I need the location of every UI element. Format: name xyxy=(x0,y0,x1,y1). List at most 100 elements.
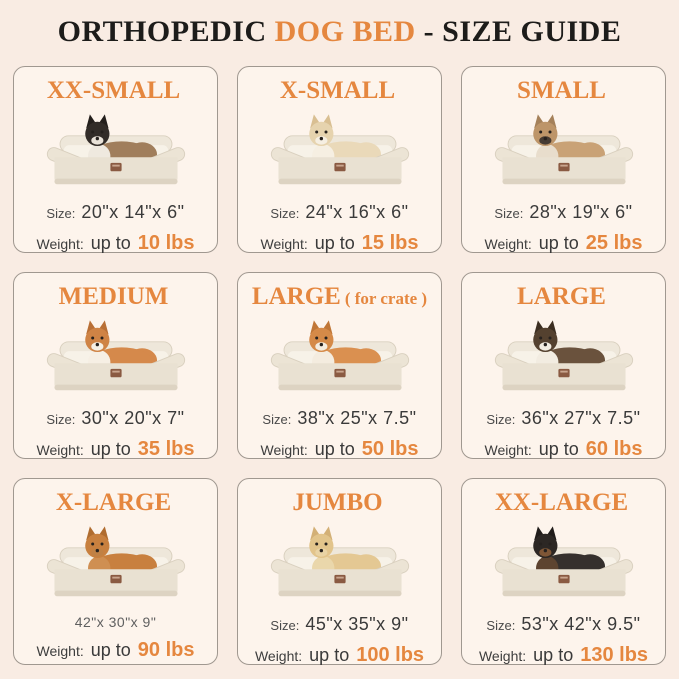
size-name: MEDIUM xyxy=(58,283,169,310)
size-name: XX-SMALL xyxy=(46,77,181,104)
french-bulldog-on-bed-illustration xyxy=(494,113,633,184)
corgi-on-bed-illustration xyxy=(46,319,185,390)
weight-prefix: up to xyxy=(90,639,131,660)
weight-label: Weight: xyxy=(254,647,303,664)
weight-line: Weight: up to 100 lbs xyxy=(255,644,424,667)
size-name-heading: LARGE xyxy=(517,283,610,311)
dog-bed-photo xyxy=(468,105,659,202)
size-label: Size: xyxy=(494,205,524,221)
title-part1: ORTHOPEDIC xyxy=(57,15,275,48)
weight-label: Weight: xyxy=(260,235,308,252)
small-fluffy-dog-on-bed-illustration xyxy=(270,113,409,184)
page-title: ORTHOPEDIC DOG BED - SIZE GUIDE xyxy=(0,0,679,64)
size-name-heading: X-LARGE xyxy=(56,489,175,517)
weight-prefix: up to xyxy=(538,438,579,459)
size-label: Size: xyxy=(270,205,300,221)
weight-prefix: up to xyxy=(533,644,574,665)
weight-value: 15 lbs xyxy=(361,231,419,254)
golden-retriever-on-bed-illustration xyxy=(46,525,185,596)
size-guide-cell: X-LARGE 42"x 30"x 9" Weight: up to 90 lb… xyxy=(13,478,218,665)
dog-bed-photo xyxy=(244,105,435,202)
size-name-heading: XX-SMALL xyxy=(47,77,184,105)
weight-line: Weight: up to 10 lbs xyxy=(37,232,195,255)
size-name: X-LARGE xyxy=(55,489,172,516)
dog-bed-photo xyxy=(20,517,211,614)
weight-line: Weight: up to 90 lbs xyxy=(37,639,195,662)
weight-label: Weight: xyxy=(36,235,84,252)
size-name-heading: JUMBO xyxy=(292,489,386,517)
dog-bed-photo xyxy=(244,517,435,614)
weight-value: 130 lbs xyxy=(580,643,649,666)
size-value: 42"x 30"x 9" xyxy=(74,613,157,630)
size-guide-cell: JUMBO Size: 45"x 35"x 9" Weight: up to 1… xyxy=(237,478,442,667)
size-value: 20"x 14"x 6" xyxy=(81,201,185,222)
size-name-heading: MEDIUM xyxy=(59,283,173,311)
size-label: Size: xyxy=(486,411,516,427)
size-value: 45"x 35"x 9" xyxy=(305,613,409,634)
size-value: 30"x 20"x 7" xyxy=(81,407,185,428)
size-label: Size: xyxy=(270,617,300,633)
cat-on-bed-illustration xyxy=(46,113,185,184)
weight-value: 90 lbs xyxy=(137,638,195,661)
size-value: 53"x 42"x 9.5" xyxy=(521,613,641,634)
size-label: Size: xyxy=(486,617,516,633)
size-name-suffix: ( for crate ) xyxy=(344,289,428,308)
size-name: X-SMALL xyxy=(279,77,396,104)
size-name-heading: SMALL xyxy=(517,77,610,105)
size-guide-cell: MEDIUM Size: 30"x 20"x 7" Weight: up to … xyxy=(13,272,218,460)
size-line: Size: 36"x 27"x 7.5" xyxy=(486,408,640,429)
size-guide-cell: XX-SMALL Size: 20"x 14"x 6" Weight: up t… xyxy=(13,66,218,255)
weight-label: Weight: xyxy=(36,441,84,458)
weight-label: Weight: xyxy=(484,441,532,458)
weight-line: Weight: up to 130 lbs xyxy=(479,644,648,667)
weight-value: 25 lbs xyxy=(585,231,643,254)
size-line: 42"x 30"x 9" xyxy=(75,614,157,630)
border-collie-on-bed-illustration xyxy=(494,319,633,390)
yellow-labrador-on-bed-illustration xyxy=(270,525,409,596)
weight-prefix: up to xyxy=(314,232,355,253)
weight-label: Weight: xyxy=(484,235,532,252)
weight-label: Weight: xyxy=(36,642,84,659)
size-value: 24"x 16"x 6" xyxy=(305,201,409,222)
weight-line: Weight: up to 60 lbs xyxy=(485,438,643,461)
weight-prefix: up to xyxy=(538,232,579,253)
weight-prefix: up to xyxy=(90,438,131,459)
size-line: Size: 28"x 19"x 6" xyxy=(494,202,632,223)
size-name-heading: LARGE ( for crate ) xyxy=(252,283,427,311)
weight-label: Weight: xyxy=(478,647,527,664)
weight-line: Weight: up to 50 lbs xyxy=(261,438,419,461)
size-label: Size: xyxy=(46,205,76,221)
weight-line: Weight: up to 25 lbs xyxy=(485,232,643,255)
weight-prefix: up to xyxy=(309,644,350,665)
weight-value: 60 lbs xyxy=(585,437,643,460)
size-guide-cell: LARGE ( for crate ) Size: 38"x 25"x 7.5"… xyxy=(237,272,442,461)
size-value: 36"x 27"x 7.5" xyxy=(521,407,641,428)
size-line: Size: 20"x 14"x 6" xyxy=(46,202,184,223)
size-name: SMALL xyxy=(517,77,606,104)
size-label: Size: xyxy=(46,411,76,427)
size-name: JUMBO xyxy=(292,489,383,516)
size-name: XX-LARGE xyxy=(494,489,629,516)
size-name-heading: X-SMALL xyxy=(280,77,399,105)
weight-value: 35 lbs xyxy=(137,437,195,460)
size-value: 38"x 25"x 7.5" xyxy=(297,407,417,428)
size-value: 28"x 19"x 6" xyxy=(529,201,633,222)
dog-bed-photo xyxy=(20,105,211,202)
size-label: Size: xyxy=(262,411,292,427)
weight-line: Weight: up to 15 lbs xyxy=(261,232,419,255)
weight-prefix: up to xyxy=(314,438,355,459)
rottweiler-on-bed-illustration xyxy=(494,525,633,596)
dog-bed-photo xyxy=(468,517,659,614)
size-guide-cell: X-SMALL Size: 24"x 16"x 6" Weight: up to… xyxy=(237,66,442,255)
dog-bed-photo xyxy=(244,311,435,408)
size-guide-cell: LARGE Size: 36"x 27"x 7.5" Weight: up to… xyxy=(461,272,666,461)
shiba-inu-on-bed-illustration xyxy=(270,319,409,390)
dog-bed-photo xyxy=(20,311,211,408)
size-line: Size: 45"x 35"x 9" xyxy=(270,614,408,635)
weight-value: 10 lbs xyxy=(137,231,195,254)
size-name: LARGE xyxy=(517,283,606,310)
size-line: Size: 38"x 25"x 7.5" xyxy=(262,408,416,429)
weight-prefix: up to xyxy=(90,232,131,253)
size-line: Size: 30"x 20"x 7" xyxy=(46,408,184,429)
size-guide-cell: XX-LARGE Size: 53"x 42"x 9.5" Weight: up… xyxy=(461,478,666,667)
